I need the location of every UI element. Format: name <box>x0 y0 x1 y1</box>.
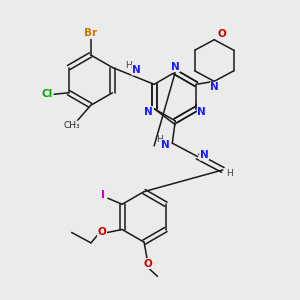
Text: N: N <box>132 65 141 75</box>
Text: Cl: Cl <box>42 89 53 99</box>
Text: N: N <box>171 62 180 72</box>
Text: H: H <box>226 169 233 178</box>
Text: N: N <box>200 150 208 160</box>
Text: Br: Br <box>84 28 97 38</box>
Text: N: N <box>144 107 153 117</box>
Text: CH₃: CH₃ <box>64 121 80 130</box>
Text: N: N <box>161 140 170 150</box>
Text: N: N <box>197 107 206 117</box>
Text: O: O <box>217 29 226 39</box>
Text: O: O <box>98 227 106 238</box>
Text: N: N <box>210 82 219 92</box>
Text: O: O <box>143 259 152 269</box>
Text: H: H <box>125 61 132 70</box>
Text: H: H <box>156 135 163 144</box>
Text: I: I <box>101 190 105 200</box>
